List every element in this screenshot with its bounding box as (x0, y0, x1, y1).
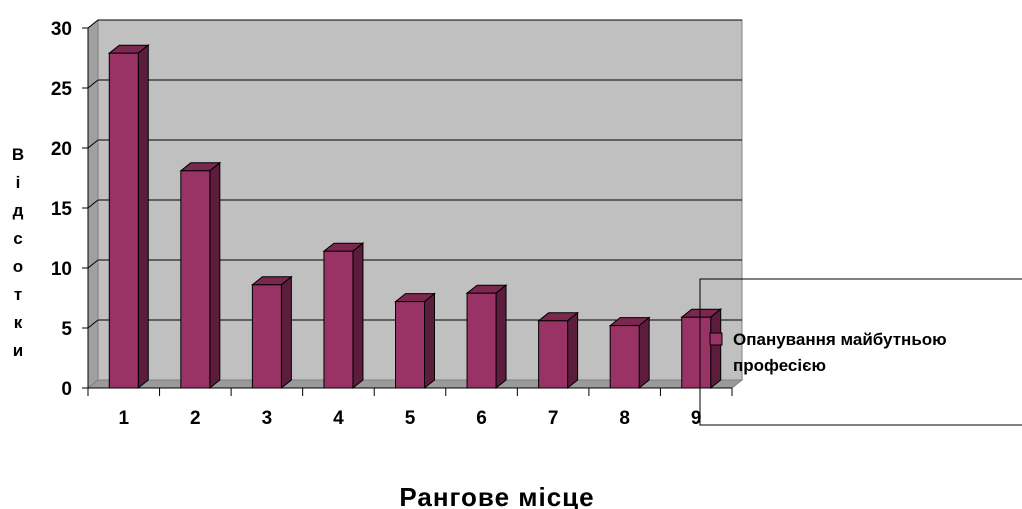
x-tick-label: 6 (476, 408, 487, 429)
x-tick-label: 1 (118, 408, 129, 429)
y-label-letter: к (14, 313, 23, 332)
y-label-letter: с (13, 229, 22, 248)
bar (680, 308, 723, 390)
legend-label-line1: Опанування майбутньою (733, 330, 947, 349)
bar (179, 161, 222, 390)
chart-legend: Опанування майбутньою професією (699, 278, 1022, 426)
bar-front (538, 320, 569, 389)
bar-side (352, 242, 364, 390)
bar (537, 311, 580, 390)
gridline-side (87, 199, 99, 209)
bar (465, 284, 508, 390)
bar-front (323, 250, 354, 389)
y-tick-label: 5 (61, 319, 72, 340)
gridline-side (87, 319, 99, 329)
y-tick-label: 10 (51, 259, 72, 280)
x-tick-label: 4 (333, 408, 344, 429)
y-label-letter: і (16, 173, 21, 192)
y-label-letter: и (13, 341, 23, 360)
y-label-letter: д (13, 201, 24, 220)
bar-side (424, 292, 435, 390)
y-tick-label: 20 (51, 139, 72, 160)
bar-side (495, 284, 507, 390)
x-tick-label: 9 (691, 408, 702, 429)
bar-front (681, 316, 712, 389)
legend-label-line2: професією (733, 356, 826, 375)
x-axis-label: Рангове місце (399, 482, 594, 509)
bar-side (280, 275, 292, 390)
bar-front (395, 301, 425, 389)
bar (322, 242, 365, 390)
bar (250, 275, 293, 390)
bar (394, 292, 436, 390)
y-tick-label: 0 (61, 379, 72, 400)
gridline-side (87, 259, 99, 269)
x-tick-labels: 1 2 3 4 5 6 7 8 9 (118, 408, 701, 429)
y-label-letter: В (12, 145, 24, 164)
legend-box (699, 278, 1022, 426)
gridline-side (87, 79, 99, 89)
y-tick-label: 15 (51, 199, 73, 220)
bar-side (209, 161, 221, 390)
bar-side (137, 44, 149, 390)
x-tick-label: 2 (190, 408, 201, 429)
bar (107, 44, 150, 390)
chart-bars (107, 44, 723, 390)
bar-front (180, 170, 211, 389)
x-tick-label: 5 (405, 408, 416, 429)
bar-side (638, 316, 650, 390)
bar-front (108, 52, 139, 389)
y-tick-labels: 0 5 10 15 20 25 30 (51, 19, 73, 400)
y-tick-label: 25 (51, 79, 73, 100)
y-label-letter: о (13, 257, 23, 276)
legend-swatch (709, 332, 723, 346)
gridline-side (87, 19, 99, 29)
bar-front (609, 325, 640, 389)
bar-side (567, 311, 579, 390)
x-tick-label: 8 (619, 408, 630, 429)
gridline-side (87, 139, 99, 149)
bar (608, 316, 651, 390)
x-tick-label: 7 (548, 408, 559, 429)
bar-front (251, 284, 282, 389)
bar-front (466, 292, 497, 389)
y-tick-label: 30 (51, 19, 72, 40)
x-tick-label: 3 (262, 408, 273, 429)
y-label-letter: т (14, 285, 22, 304)
